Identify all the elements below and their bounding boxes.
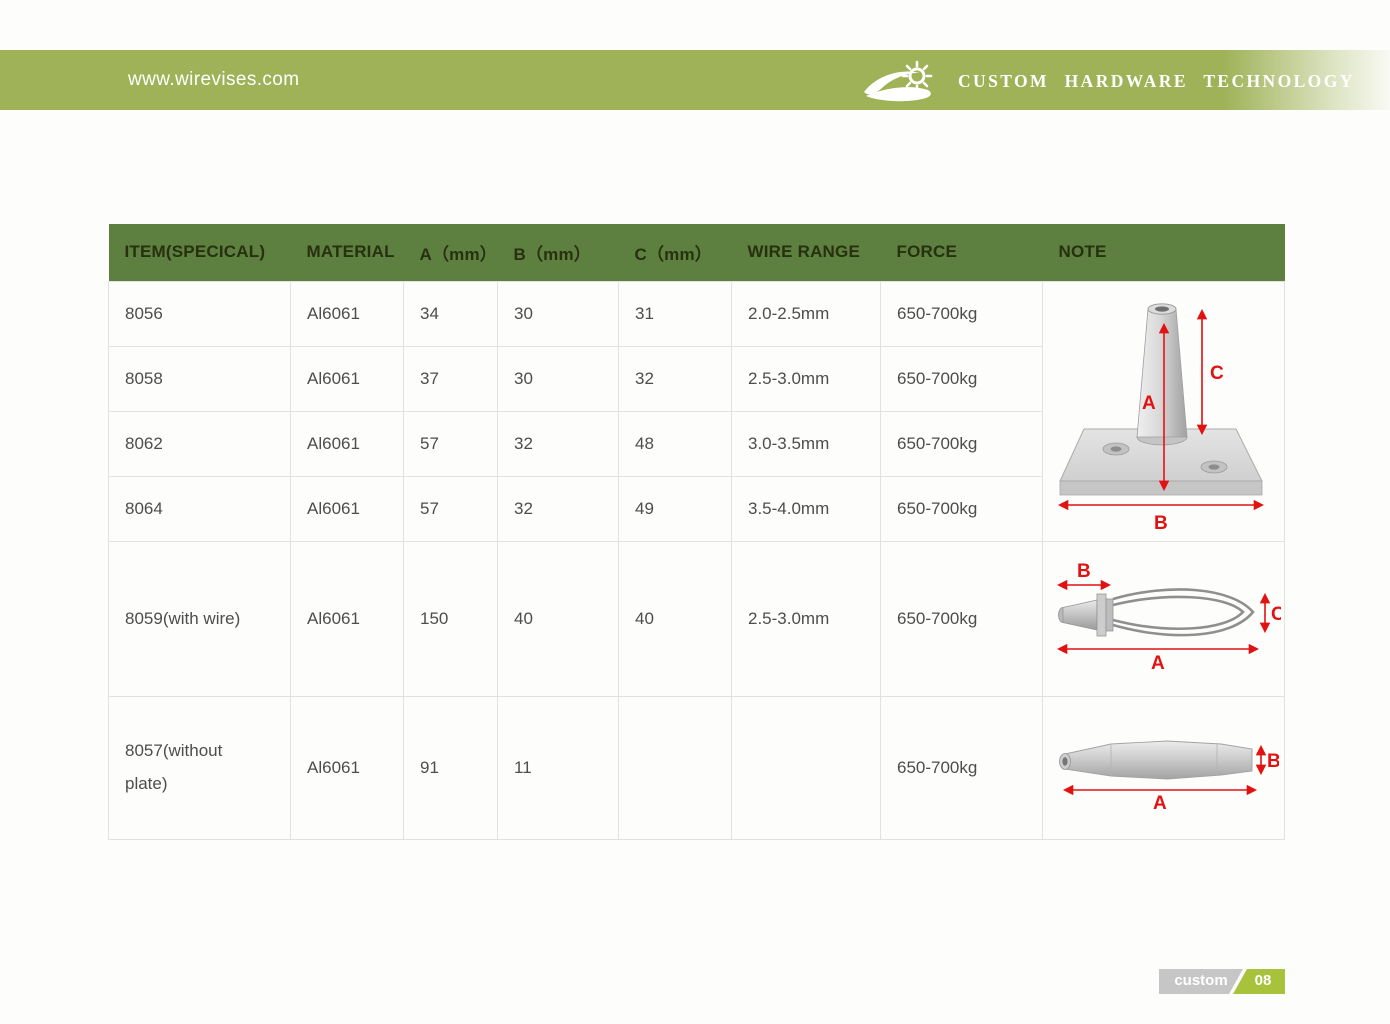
dim-a-label: A	[1142, 393, 1156, 414]
cell-force: 650-700kg	[880, 695, 1043, 840]
cell-wire: 2.5-3.0mm	[731, 345, 881, 412]
top-banner: www.wirevises.com	[0, 50, 1390, 110]
cell-c: 49	[618, 475, 732, 542]
website-url: www.wirevises.com	[128, 69, 300, 90]
cell-c	[618, 695, 732, 840]
cell-material: Al6061	[290, 410, 404, 477]
cell-wire	[731, 695, 881, 840]
cell-a: 34	[403, 280, 498, 347]
cell-b: 30	[497, 280, 619, 347]
spec-table: ITEM(SPECICAL) MATERIAL A（mm） B（mm） C（mm…	[108, 224, 1285, 840]
table-row: 8059(with wire) Al6061 150 40 40 2.5-3.0…	[108, 540, 1285, 697]
col-header-item: ITEM(SPECICAL)	[108, 224, 291, 281]
note-image-post-plate: A C B	[1042, 280, 1285, 542]
cell-wire: 2.0-2.5mm	[731, 280, 881, 347]
page-badge: custom 08	[1159, 969, 1285, 994]
cell-material: Al6061	[290, 345, 404, 412]
col-header-force: FORCE	[880, 224, 1043, 281]
dim-b-label: B	[1267, 751, 1279, 772]
wire-loop-diagram-icon: B C A	[1056, 561, 1285, 674]
table-row: 8062 Al6061 57 32 48 3.0-3.5mm 650-700kg	[108, 410, 1285, 477]
cell-c: 32	[618, 345, 732, 412]
cell-force: 650-700kg	[880, 345, 1043, 412]
cell-a: 57	[403, 475, 498, 542]
page-badge-label: custom	[1159, 969, 1243, 994]
col-header-b: B（mm）	[497, 224, 619, 281]
cell-b: 32	[497, 410, 619, 477]
cell-material: Al6061	[290, 540, 404, 697]
dim-b-label: B	[1154, 513, 1168, 534]
table-row: 8056 Al6061 34 30 31 2.0-2.5mm 650-700kg	[108, 280, 1285, 542]
note-image-wire-loop: B C A	[1042, 540, 1285, 697]
swage-sleeve-diagram-icon: A B	[1058, 740, 1280, 814]
cell-item: 8064	[108, 475, 291, 542]
table-row: 8057(without plate) Al6061 91 11 650-700…	[108, 695, 1285, 840]
brand-name: CUSTOM HARDWARE TECHNOLOGY	[958, 71, 1355, 91]
col-header-c: C（mm）	[618, 224, 732, 281]
post-on-plate-diagram-icon: A C B	[1057, 302, 1264, 534]
cell-b: 30	[497, 345, 619, 412]
cell-a: 57	[403, 410, 498, 477]
cell-wire: 3.0-3.5mm	[731, 410, 881, 477]
company-logo	[862, 58, 950, 104]
col-header-a: A（mm）	[403, 224, 498, 281]
cell-item: 8059(with wire)	[108, 540, 291, 697]
cell-force: 650-700kg	[880, 280, 1043, 347]
col-header-material: MATERIAL	[290, 224, 404, 281]
cell-item: 8062	[108, 410, 291, 477]
cell-item: 8058	[108, 345, 291, 412]
cell-material: Al6061	[290, 280, 404, 347]
cell-c: 48	[618, 410, 732, 477]
col-header-wire-range: WIRE RANGE	[731, 224, 881, 281]
cell-a: 91	[403, 695, 498, 840]
cell-wire: 2.5-3.0mm	[731, 540, 881, 697]
cell-b: 32	[497, 475, 619, 542]
cell-material: Al6061	[290, 475, 404, 542]
cell-a: 37	[403, 345, 498, 412]
col-header-note: NOTE	[1042, 224, 1285, 281]
cell-b: 40	[497, 540, 619, 697]
cell-item: 8056	[108, 280, 291, 347]
cell-material: Al6061	[290, 695, 404, 840]
cell-c: 40	[618, 540, 732, 697]
cell-force: 650-700kg	[880, 475, 1043, 542]
cell-a: 150	[403, 540, 498, 697]
cell-force: 650-700kg	[880, 540, 1043, 697]
dim-c-label: C	[1271, 604, 1281, 625]
note-image-sleeve: A B	[1042, 695, 1285, 840]
dim-c-label: C	[1210, 363, 1224, 384]
leaf-sun-logo-icon	[864, 60, 933, 102]
cell-wire: 3.5-4.0mm	[731, 475, 881, 542]
table-header-row: ITEM(SPECICAL) MATERIAL A（mm） B（mm） C（mm…	[108, 224, 1285, 281]
cell-force: 650-700kg	[880, 410, 1043, 477]
dim-b-label: B	[1077, 561, 1091, 582]
dim-a-label: A	[1153, 793, 1167, 812]
dim-a-label: A	[1151, 653, 1165, 673]
cell-b: 11	[497, 695, 619, 840]
cell-c: 31	[618, 280, 732, 347]
table-row: 8064 Al6061 57 32 49 3.5-4.0mm 650-700kg	[108, 475, 1285, 542]
table-row: 8058 Al6061 37 30 32 2.5-3.0mm 650-700kg	[108, 345, 1285, 412]
cell-item-text: 8057(without plate)	[125, 741, 223, 793]
cell-item: 8057(without plate)	[108, 695, 291, 840]
